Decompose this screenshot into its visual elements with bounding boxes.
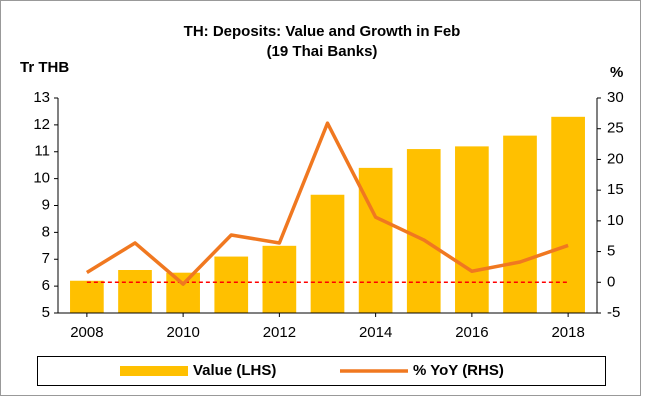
y-tick-label: 11 — [34, 143, 50, 160]
bar — [214, 256, 249, 313]
x-tick-label: 2012 — [263, 324, 296, 341]
y-tick-label: 5 — [42, 304, 50, 321]
y-tick-label: 13 — [33, 89, 50, 106]
y-tick-label: 12 — [33, 116, 50, 133]
y2-tick-label: 10 — [607, 212, 624, 229]
bar — [406, 149, 441, 313]
x-tick-label: 2010 — [166, 324, 199, 341]
chart-subtitle: (19 Thai Banks) — [267, 43, 378, 60]
y2-tick-label: 20 — [607, 150, 624, 167]
bar — [166, 272, 200, 313]
y-axis-label: Tr THB — [20, 59, 69, 76]
bar — [70, 280, 104, 313]
legend-swatch — [120, 366, 188, 376]
legend-label: % YoY (RHS) — [413, 362, 504, 379]
bar — [551, 116, 585, 313]
y2-tick-label: -5 — [607, 304, 620, 321]
bar — [455, 146, 489, 313]
y-tick-label: 9 — [42, 196, 50, 213]
bar — [358, 167, 393, 313]
y2-tick-label: 5 — [607, 243, 615, 260]
y2-tick-label: 0 — [607, 273, 615, 290]
y2-tick-label: 25 — [607, 120, 624, 137]
bar — [118, 270, 152, 313]
bar — [503, 135, 537, 313]
y-tick-label: 8 — [42, 223, 50, 240]
y-tick-label: 6 — [42, 277, 50, 294]
y-tick-label: 7 — [42, 250, 50, 267]
bar — [310, 194, 345, 313]
x-tick-label: 2014 — [359, 324, 392, 341]
y-tick-label: 10 — [33, 170, 50, 187]
y2-tick-label: 30 — [607, 89, 624, 106]
x-tick-label: 2016 — [455, 324, 488, 341]
y2-axis-label: % — [610, 64, 623, 81]
x-tick-label: 2018 — [551, 324, 584, 341]
y2-tick-label: 15 — [607, 181, 624, 198]
x-tick-label: 2008 — [70, 324, 103, 341]
legend-label: Value (LHS) — [193, 362, 276, 379]
bar — [262, 245, 297, 313]
line — [85, 121, 569, 286]
chart-title: TH: Deposits: Value and Growth in Feb — [184, 23, 461, 40]
